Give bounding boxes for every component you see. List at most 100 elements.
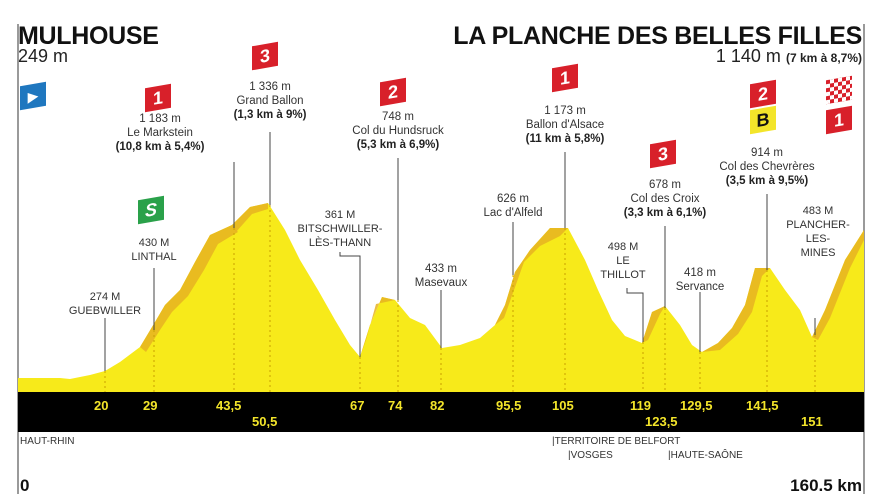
place-name: PLANCHER- xyxy=(786,219,850,231)
climb-info: (3,5 km à 9,5%) xyxy=(725,175,809,187)
climb-info: (3,3 km à 6,1%) xyxy=(623,207,707,219)
altitude: 274 m xyxy=(89,291,121,303)
finish-category-1-flag-icon: 1 xyxy=(826,105,852,135)
altitude: 418 m xyxy=(684,267,716,279)
point-label-plancher-les-mines: 483 m PLANCHER- LES- MINES xyxy=(780,204,856,260)
altitude: 1 183 m xyxy=(139,113,181,125)
km-marker: 123,5 xyxy=(645,414,678,429)
place-name: Col des Chevrères xyxy=(719,161,815,173)
category-2-flag-icon: 2 xyxy=(380,77,406,107)
start-town: MULHOUSE xyxy=(18,22,159,50)
km-marker: 43,5 xyxy=(216,398,242,413)
region-territoire-de-belfort: |TERRITOIRE DE BELFORT xyxy=(552,436,681,447)
km-band xyxy=(18,392,864,432)
distance-start: 0 xyxy=(20,476,30,495)
finish-altitude: 1 140 m (7 km à 8,7%) xyxy=(716,46,862,67)
climb-info: (10,8 km à 5,4%) xyxy=(115,141,205,153)
altitude: 498 m xyxy=(607,241,639,253)
altitude: 1 173 m xyxy=(544,105,586,117)
km-marker: 129,5 xyxy=(680,398,713,413)
point-label-lac-alfeld: 626 m Lac d'Alfeld xyxy=(472,192,554,220)
km-marker: 151 xyxy=(801,414,823,429)
point-label-guebwiller: 274 m GUEBWILLER xyxy=(62,290,148,318)
km-marker: 82 xyxy=(430,398,445,413)
altitude: 626 m xyxy=(497,193,529,205)
category-1-flag-icon: 1 xyxy=(145,83,171,113)
km-marker: 67 xyxy=(350,398,365,413)
km-marker: 105 xyxy=(552,398,574,413)
climb-shade-final xyxy=(812,230,864,340)
point-label-servance: 418 m Servance xyxy=(668,266,732,294)
climb-info: (5,3 km à 6,9%) xyxy=(356,139,440,151)
climb-shade-markstein xyxy=(140,225,238,352)
km-marker: 119 xyxy=(630,398,651,413)
climb-shade-chevreres xyxy=(702,268,770,352)
km-marker: 141,5 xyxy=(746,398,779,413)
finish-climb: (7 km à 8,7%) xyxy=(785,51,862,65)
place-name: Col du Hundsruck xyxy=(352,125,444,137)
km-dotted-lines xyxy=(104,205,816,400)
place-name: Masevaux xyxy=(414,277,468,289)
km-marker: 20 xyxy=(94,398,109,413)
altitude: 678 m xyxy=(649,179,681,191)
km-marker: 50,5 xyxy=(252,414,278,429)
profile-area xyxy=(18,203,864,392)
category-3-flag-icon: 3 xyxy=(650,139,676,169)
point-label-masevaux: 433 m Masevaux xyxy=(405,262,477,290)
climb-shade-croix xyxy=(642,306,665,343)
point-label-hundsruck: 748 m Col du Hundsruck (5,3 km à 6,9%) xyxy=(343,110,453,152)
start-altitude: 249 m xyxy=(18,46,69,66)
altitude: 433 m xyxy=(425,263,457,275)
climb-shade-grandballon xyxy=(232,203,268,232)
place-name: Col des Croix xyxy=(630,193,700,205)
point-label-col-des-chevreres: 914 m Col des Chevrères (3,5 km à 9,5%) xyxy=(708,146,826,188)
category-3-flag-icon: 3 xyxy=(252,41,278,71)
place-name: GUEBWILLER xyxy=(68,305,142,317)
category-2-flag-icon: 2 xyxy=(750,79,776,109)
place-name: THILLOT xyxy=(600,269,646,281)
altitude: 914 m xyxy=(751,147,783,159)
place-name: LE xyxy=(616,255,630,267)
label-stems xyxy=(104,132,816,371)
distance-end: 160.5 km xyxy=(790,476,862,495)
km-marker: 95,5 xyxy=(496,398,522,413)
point-label-markstein: 1 183 m Le Markstein (10,8 km à 5,4%) xyxy=(100,112,220,154)
place-name: BITSCHWILLER- xyxy=(297,223,383,235)
point-label-ballon-alsace: 1 173 m Ballon d'Alsace (11 km à 5,8%) xyxy=(510,104,620,146)
altitude: 483 m xyxy=(802,205,834,217)
climb-info: (1,3 km à 9%) xyxy=(233,109,307,121)
place-name: LES- xyxy=(805,233,831,245)
sprint-flag-icon: S xyxy=(138,195,164,225)
altitude: 1 336 m xyxy=(249,81,291,93)
place-name: MINES xyxy=(800,247,836,259)
altitude: 748 m xyxy=(382,111,414,123)
climb-shade-alsace xyxy=(495,228,568,325)
place-name: Le Markstein xyxy=(127,127,193,139)
point-label-linthal: 430 m LINTHAL xyxy=(118,236,190,264)
point-label-grand-ballon: 1 336 m Grand Ballon (1,3 km à 9%) xyxy=(222,80,318,122)
region-vosges: |VOSGES xyxy=(568,450,613,461)
frame-left-line xyxy=(17,24,19,494)
place-name: Servance xyxy=(675,281,725,293)
place-name: LÈS-THANN xyxy=(308,237,372,249)
bonus-flag-icon: B xyxy=(750,105,776,135)
km-marker: 29 xyxy=(143,398,158,413)
climb-info: (11 km à 5,8%) xyxy=(525,133,605,145)
point-label-bitschwiller: 361 m BITSCHWILLER- LÈS-THANN xyxy=(285,208,395,250)
altitude: 430 m xyxy=(138,237,170,249)
place-name: Grand Ballon xyxy=(236,95,304,107)
region-haut-rhin: HAUT-RHIN xyxy=(20,436,75,447)
category-1-flag-icon: 1 xyxy=(552,63,578,93)
km-marker: 74 xyxy=(388,398,403,413)
place-name: Ballon d'Alsace xyxy=(525,119,605,131)
place-name: Lac d'Alfeld xyxy=(483,207,543,219)
finish-checkered-flag-icon xyxy=(826,75,852,105)
start-flag-icon: ▶ xyxy=(20,81,46,111)
altitude: 361 m xyxy=(324,209,356,221)
place-name: LINTHAL xyxy=(131,251,177,263)
point-label-col-des-croix: 678 m Col des Croix (3,3 km à 6,1%) xyxy=(610,178,720,220)
point-label-le-thillot: 498 m LE THILLOT xyxy=(596,240,650,282)
finish-altitude-value: 1 140 m xyxy=(715,46,781,66)
finish-town: LA PLANCHE DES BELLES FILLES xyxy=(453,22,862,50)
